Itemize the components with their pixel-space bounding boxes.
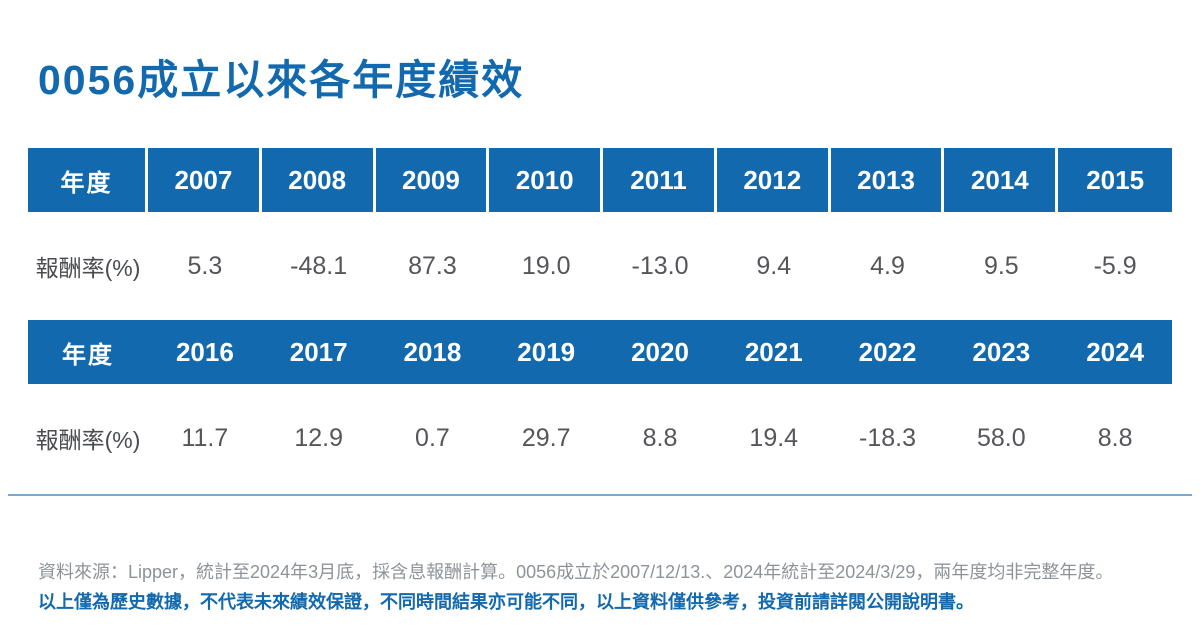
return-value-row: 報酬率(%) 11.7 12.9 0.7 29.7 8.8 19.4 -18.3 58.0 8.8 [28, 384, 1172, 492]
year-row-label: 年度 [28, 148, 148, 212]
year-header-cell: 2013 [831, 148, 945, 212]
year-header-cell: 2015 [1086, 164, 1145, 195]
return-value-cell: 11.7 [181, 423, 229, 452]
year-header-cell: 2016 [175, 336, 234, 367]
return-value-cell: 9.4 [756, 251, 792, 280]
return-value-cell: 29.7 [521, 423, 571, 452]
return-value-cell: -48.1 [290, 251, 348, 280]
year-header-cell: 2008 [262, 148, 376, 212]
return-value-cell: -5.9 [1093, 251, 1137, 280]
year-header-cell: 2009 [376, 148, 490, 212]
page-title: 0056成立以來各年度績效 [38, 57, 525, 103]
return-value-cell: 5.3 [187, 251, 223, 280]
year-header-cell: 2011 [603, 148, 717, 212]
return-value-cell: 19.4 [749, 423, 799, 452]
return-value-cell: -13.0 [631, 251, 689, 280]
year-header-cell: 2023 [972, 336, 1031, 367]
year-header-cell: 2012 [717, 148, 831, 212]
return-value-cell: -18.3 [859, 423, 917, 452]
return-value-cell: 12.9 [294, 423, 343, 452]
return-value-cell: 8.8 [642, 423, 678, 452]
year-header-cell: 2017 [289, 336, 348, 367]
return-row-label: 報酬率(%) [35, 427, 141, 453]
return-value-cell: 8.8 [1097, 423, 1133, 452]
year-row-label: 年度 [62, 341, 114, 369]
year-header-cell: 2014 [944, 148, 1059, 212]
year-header-cell: 2021 [744, 336, 803, 367]
year-header-cell: 2020 [631, 336, 689, 367]
year-header-cell: 2022 [858, 336, 917, 367]
year-header-cell: 2007 [148, 148, 262, 212]
performance-table: 年度 2007 2008 2009 2010 2011 2012 2013 2014 2015 報酬… [28, 148, 1172, 492]
year-header-cell: 2018 [403, 336, 462, 367]
year-header-cell: 2024 [1086, 336, 1145, 367]
year-header-cell: 2010 [489, 148, 604, 212]
year-header-cell: 2019 [517, 336, 576, 367]
return-value-cell: 0.7 [415, 423, 450, 452]
return-value-cell: 58.0 [976, 423, 1026, 452]
return-value-cell: 4.9 [870, 251, 905, 280]
return-value-cell: 19.0 [521, 251, 571, 280]
disclaimer-note: 以上僅為歷史數據，不代表未來績效保證，不同時間結果亦可能不同，以上資料僅供參考，… [38, 592, 974, 612]
footer-divider [8, 494, 1192, 496]
return-value-cell: 87.3 [408, 251, 457, 280]
year-header-row: 年度 2016 2017 2018 2019 2020 2021 2022 2023 2024 [28, 320, 1172, 384]
return-value-cell: 9.5 [983, 251, 1019, 280]
return-row-label: 報酬率(%) [35, 255, 141, 281]
year-header-row: 年度 2007 2008 2009 2010 2011 2012 2013 2014 2015 [28, 148, 1172, 212]
return-value-row: 報酬率(%) 5.3 -48.1 87.3 19.0 -13.0 9.4 4.9 9.5 -5.9 [28, 212, 1172, 320]
source-note: 資料來源：Lipper，統計至2024年3月底，採含息報酬計算。0056成立於2… [38, 562, 1114, 582]
